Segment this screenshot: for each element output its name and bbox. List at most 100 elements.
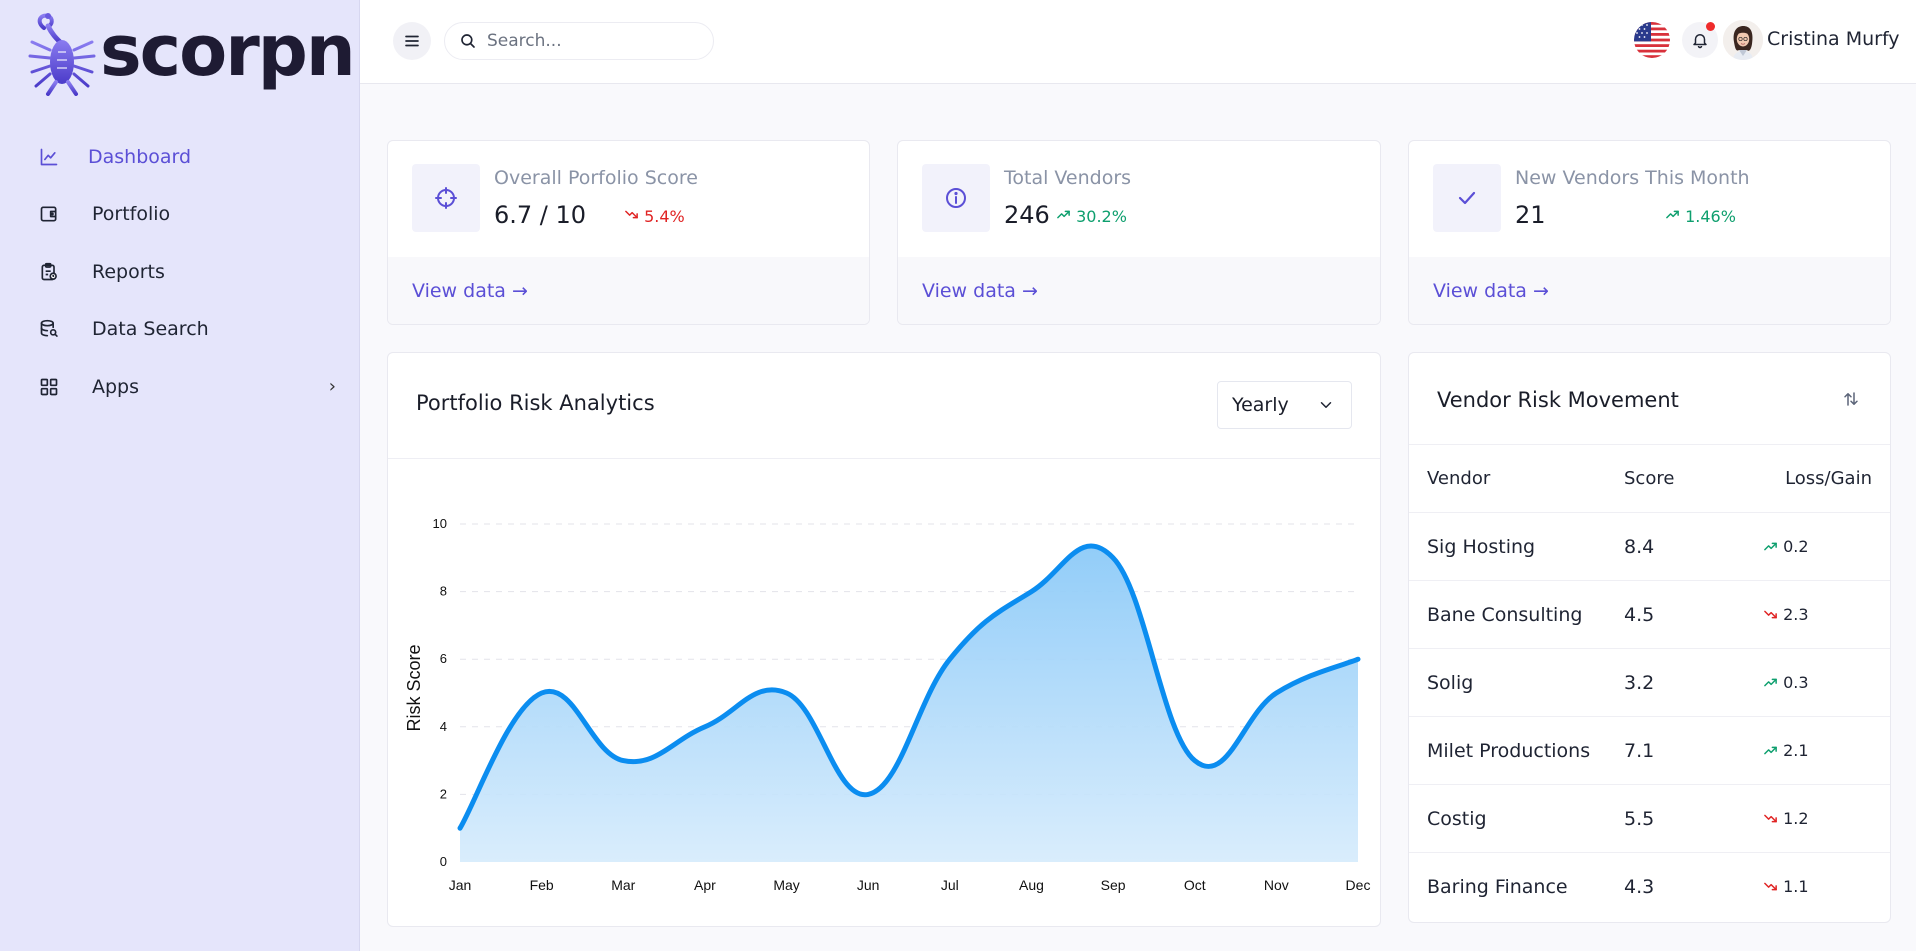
vendor-table-title: Vendor Risk Movement	[1437, 388, 1679, 412]
sidebar-item-label: Apps	[92, 375, 140, 398]
divider	[388, 458, 1380, 459]
vendor-name: Solig	[1409, 648, 1624, 717]
vendor-score: 7.1	[1624, 716, 1761, 785]
stat-title: New Vendors This Month	[1515, 167, 1750, 189]
sidebar: scorpn Dashboard Portfolio Reports Data …	[0, 0, 360, 951]
stat-card-portfolio-score: Overall Porfolio Score 6.7 / 10 5.4% Vie…	[387, 140, 870, 325]
x-tick-label: Sep	[1101, 877, 1126, 893]
x-tick-label: Jul	[941, 877, 959, 893]
top-header: Cristina Murfy	[360, 0, 1916, 84]
column-header-vendor[interactable]: Vendor	[1409, 444, 1624, 513]
user-name[interactable]: Cristina Murfy	[1767, 28, 1900, 50]
table-row[interactable]: Sig Hosting 8.4 0.2	[1409, 512, 1890, 581]
y-tick-label: 10	[433, 516, 447, 531]
arrow-right-icon: →	[511, 280, 528, 302]
table-row[interactable]: Milet Productions 7.1 2.1	[1409, 716, 1890, 785]
sidebar-item-data-search[interactable]: Data Search	[0, 301, 360, 359]
vendor-change-value: 2.3	[1783, 605, 1809, 624]
vendor-change-value: 0.2	[1783, 537, 1809, 556]
x-tick-label: Jan	[449, 877, 472, 893]
sidebar-item-apps[interactable]: Apps ›	[0, 358, 360, 416]
data-point[interactable]	[947, 657, 952, 662]
portfolio-risk-chart-card: Portfolio Risk Analytics Yearly 0 2 4 6 8 10 J…	[387, 352, 1381, 927]
wallet-icon	[38, 203, 60, 225]
table-row[interactable]: Solig 3.2 0.3	[1409, 648, 1890, 717]
trend-up-icon	[1764, 746, 1777, 755]
stat-value: 21	[1515, 201, 1546, 229]
data-point[interactable]	[866, 792, 871, 797]
x-tick-label: Apr	[694, 877, 716, 893]
y-tick-label: 0	[440, 854, 447, 869]
menu-toggle-button[interactable]	[393, 22, 431, 60]
hamburger-icon	[405, 35, 419, 47]
trend-down-icon	[1764, 814, 1777, 823]
vendor-name: Bane Consulting	[1409, 580, 1624, 649]
data-point[interactable]	[784, 691, 789, 695]
data-point[interactable]	[1192, 758, 1197, 763]
stat-card-total-vendors: Total Vendors 246 30.2% View data →	[897, 140, 1381, 325]
sidebar-item-portfolio[interactable]: Portfolio	[0, 186, 360, 244]
x-tick-label: Dec	[1346, 877, 1371, 893]
data-point[interactable]	[621, 758, 626, 763]
view-data-link[interactable]: View data →	[412, 280, 528, 302]
line-chart-icon	[38, 146, 60, 168]
us-flag-icon[interactable]	[1634, 22, 1670, 58]
stat-change: 1.46%	[1665, 207, 1736, 226]
vendor-change-value: 2.1	[1783, 741, 1809, 760]
trend-up-icon	[1666, 210, 1679, 219]
notifications-button[interactable]	[1682, 22, 1718, 58]
table-row[interactable]: Bane Consulting 4.5 2.3	[1409, 580, 1890, 649]
data-point[interactable]	[539, 691, 544, 695]
vendor-score: 5.5	[1624, 784, 1761, 853]
data-point[interactable]	[1029, 589, 1034, 594]
x-tick-label: Feb	[530, 877, 554, 893]
vendor-score: 4.5	[1624, 580, 1761, 649]
vendor-score: 8.4	[1624, 512, 1761, 581]
bell-icon	[1693, 34, 1707, 49]
stat-card-new-vendors: New Vendors This Month 21 1.46% View dat…	[1408, 140, 1891, 325]
stat-change: 5.4%	[624, 207, 685, 226]
data-point[interactable]	[1111, 555, 1116, 560]
trend-up-icon	[1057, 210, 1070, 219]
period-select-value: Yearly	[1232, 394, 1289, 416]
area-fill	[460, 545, 1358, 862]
period-select[interactable]: Yearly	[1217, 381, 1352, 429]
vendor-change-value: 0.3	[1783, 673, 1809, 692]
x-tick-label: Oct	[1184, 877, 1206, 893]
data-point[interactable]	[458, 826, 462, 831]
notification-dot	[1706, 22, 1715, 31]
y-tick-label: 4	[440, 719, 447, 734]
search-input[interactable]	[487, 31, 687, 51]
database-search-icon	[38, 318, 60, 340]
arrow-right-icon: →	[1532, 280, 1549, 302]
stat-change-value: 1.46%	[1685, 207, 1736, 226]
sort-icon[interactable]	[1842, 389, 1860, 413]
sidebar-item-dashboard[interactable]: Dashboard	[0, 128, 360, 186]
table-row[interactable]: Baring Finance 4.3 1.1	[1409, 852, 1890, 921]
view-data-link[interactable]: View data →	[922, 280, 1038, 302]
scorpion-logo-icon	[28, 13, 96, 96]
column-header-score[interactable]: Score	[1624, 444, 1761, 513]
avatar[interactable]	[1723, 20, 1763, 60]
vendor-name: Costig	[1409, 784, 1624, 853]
grid-icon	[38, 376, 60, 398]
data-point[interactable]	[702, 724, 707, 729]
logo[interactable]: scorpn	[26, 12, 356, 96]
data-point[interactable]	[1274, 691, 1279, 695]
stat-value: 6.7 / 10	[494, 201, 587, 229]
table-row[interactable]: Costig 5.5 1.2	[1409, 784, 1890, 853]
trend-down-icon	[1764, 882, 1777, 891]
y-axis-label: Risk Score	[404, 644, 424, 731]
chart-title: Portfolio Risk Analytics	[416, 391, 655, 415]
vendor-table: Vendor Score Loss/Gain Sig Hosting 8.4 0.…	[1409, 444, 1890, 921]
trend-up-icon	[1764, 542, 1777, 551]
arrow-right-icon: →	[1021, 280, 1038, 302]
column-header-loss-gain[interactable]: Loss/Gain	[1761, 444, 1890, 513]
sidebar-item-label: Data Search	[92, 318, 209, 341]
risk-score-area-chart: 0 2 4 6 8 10 Jan Feb Mar Apr May Jun Jul Aug Sep Oct Nov…	[404, 516, 1371, 893]
data-point[interactable]	[1356, 657, 1360, 662]
x-tick-label: Nov	[1264, 877, 1289, 893]
sidebar-item-reports[interactable]: Reports	[0, 243, 360, 301]
search-bar	[444, 22, 714, 60]
view-data-link[interactable]: View data →	[1433, 280, 1549, 302]
